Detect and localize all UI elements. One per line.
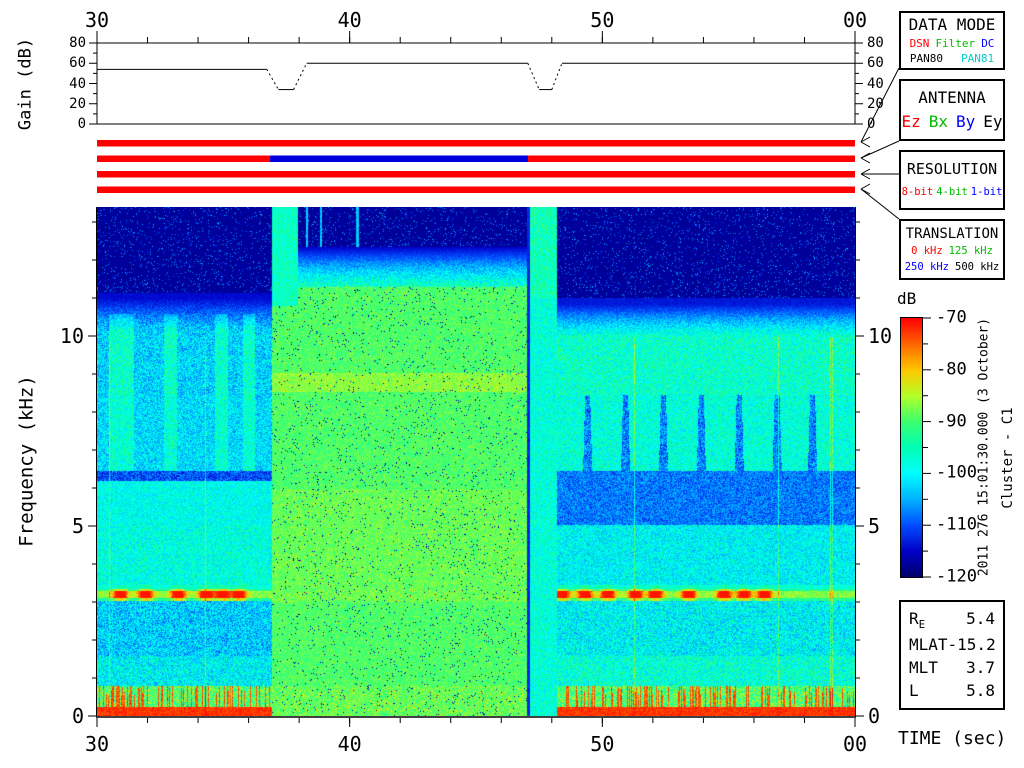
data-mode-bar [97,140,855,147]
ephemeris-row: MLT 3.7 [909,660,995,676]
gain-ytick-label: 0 [77,116,86,132]
freq-ytick-label: 5 [868,514,881,538]
colorbar-tick-label: -100 [936,462,977,483]
resolution-bar [97,171,855,178]
panel-resolution: RESOLUTION 8-bit 4-bit 1-bit [899,150,1005,210]
gain-axis-title: Gain (dB) [15,37,36,131]
panel-title: RESOLUTION [906,160,998,179]
time-tick-label: 50 [590,732,615,756]
ephemeris-value: 3.7 [966,658,995,678]
gain-ytick-label: 80 [867,35,884,51]
panel-value: DSN [909,36,930,50]
gain-ytick-label: 80 [69,35,86,51]
gain-ytick-label: 60 [69,55,86,72]
panel-title: TRANSLATION [905,225,999,242]
panel-value: 125 kHz [948,245,993,257]
colorbar-units-label: dB [897,289,917,308]
spectrogram-image [97,207,855,716]
panel-value: PAN81 [961,51,995,65]
panel-title: DATA MODE [908,15,996,35]
gain-ytick-label: 20 [867,95,884,112]
panel-value: Ey [983,112,1003,132]
freq-ytick-label: 0 [868,704,881,728]
gain-time-tick-label: 40 [337,8,362,32]
ephemeris-value: 5.4 [966,608,995,628]
panel-value-line: 8-bit 4-bit 1-bit [902,187,1003,198]
panel-antenna: ANTENNA Ez Bx By Ey [899,79,1005,141]
frequency-axis-title: Frequency (kHz) [15,375,38,547]
ephemeris-row: L 5.8 [909,683,995,699]
antenna-bar [97,155,271,162]
colorbar-tick-label: -110 [936,514,977,535]
time-tick-label: 30 [84,732,110,756]
ephemeris-label: L [909,681,919,700]
ephemeris-label: MLAT [909,635,948,655]
panel-value: 8-bit [901,186,934,199]
colorbar-tick-label: -120 [936,566,977,587]
ephemeris-label: MLT [909,658,938,678]
panel-value-line: PAN80 PAN81 [910,53,994,64]
colorbar-tick-label: -90 [936,411,967,432]
antenna-bar [528,155,855,162]
ephemeris-row: RE 5.4 [909,608,995,632]
panel-value-line: DSN Filter DC [910,38,995,49]
panel-value: 0 kHz [911,245,943,257]
gain-ytick-label: 40 [867,75,884,92]
panel-value: Filter [935,36,976,50]
time-axis-title: TIME (sec) [898,728,1007,749]
panel-value: By [956,112,976,132]
panel-value-line: 250 kHz 500 kHz [905,262,1000,273]
panel-value: 500 kHz [955,261,1000,273]
antenna-bar [270,155,529,162]
freq-ytick-label: 0 [71,704,84,728]
panel-value: DC [981,36,995,50]
panel-value: 1-bit [970,186,1003,199]
freq-ytick-label: 10 [59,324,84,348]
colorbar-gradient [900,317,923,578]
ephemeris-row: MLAT -15.2 [909,635,996,655]
time-tick-label: 00 [842,732,868,756]
panel-title: ANTENNA [918,87,986,107]
panel-value: 4-bit [936,186,968,199]
gain-time-tick-label: 00 [842,8,868,32]
spacecraft-label: Cluster - C1 [1000,407,1016,509]
gain-ytick-label: 0 [867,116,876,132]
gain-ytick-label: 60 [867,55,884,72]
colorbar-tick-label: -70 [936,307,967,328]
time-tick-label: 40 [337,732,362,756]
panel-value-line: 0 kHz 125 kHz [911,246,993,257]
panel-data-mode: DATA MODE DSN Filter DC PAN80 PAN81 [899,11,1005,70]
panel-value-line: Ez Bx By Ey [901,114,1002,130]
panel-value: 250 kHz [904,261,949,273]
gain-time-tick-label: 50 [590,8,615,32]
ephemeris-value: 5.8 [966,681,995,700]
ephemeris-panel: RE 5.4 MLAT -15.2 MLT 3.7 L 5.8 [899,600,1005,710]
gain-ytick-label: 20 [69,95,86,112]
colorbar-tick-label: -80 [936,359,967,380]
freq-ytick-label: 10 [868,324,893,348]
translation-bar [97,186,855,193]
gain-time-tick-label: 30 [84,8,110,32]
panel-translation: TRANSLATION 0 kHz 125 kHz 250 kHz 500 kHz [899,219,1005,280]
datetime-label: 2011 276 15:01:30.000 (3 October) [976,317,992,577]
gain-ytick-label: 40 [69,75,86,92]
freq-ytick-label: 5 [71,514,84,538]
ephemeris-label: RE [909,608,926,632]
panel-value: Ez [901,112,921,132]
panel-value: PAN80 [909,51,943,65]
panel-value: Bx [928,112,948,132]
ephemeris-value: -15.2 [947,635,996,655]
